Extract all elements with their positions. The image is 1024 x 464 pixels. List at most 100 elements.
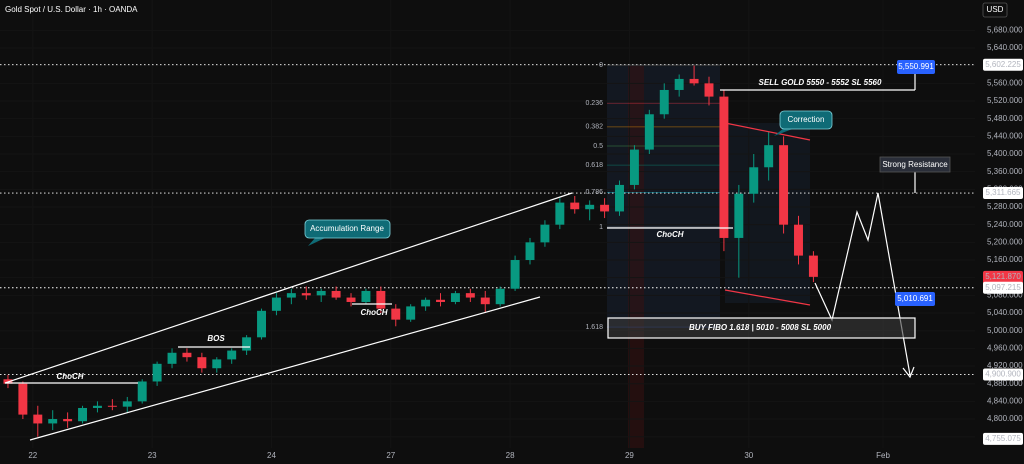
candle-body <box>555 202 565 225</box>
candle-body <box>406 306 416 320</box>
buy-label: BUY FIBO 1.618 | 5010 - 5008 SL 5000 <box>689 323 832 332</box>
candle-body <box>465 293 475 298</box>
candle-body <box>540 224 550 243</box>
candle-body <box>33 414 43 424</box>
candle-body <box>749 167 759 194</box>
y-tick-label: 4,840.000 <box>987 396 1023 405</box>
price-tag <box>983 187 1023 200</box>
x-tick-label: Feb <box>876 451 890 460</box>
candle-body <box>346 297 356 302</box>
candle-body <box>331 290 341 298</box>
candle-body <box>242 337 252 351</box>
candle-body <box>495 288 505 305</box>
y-tick-label: 4,960.000 <box>987 343 1023 352</box>
bos-label: BOS <box>207 334 225 343</box>
resistance-box <box>879 156 951 173</box>
candle-body <box>585 204 595 210</box>
resistance-label: Strong Resistance <box>882 160 948 169</box>
price-tag-label: 5,097.215 <box>985 283 1021 292</box>
choch-label: ChoCH <box>56 372 83 381</box>
y-tick-label: 5,640.000 <box>987 43 1023 52</box>
candle-body <box>674 78 684 90</box>
x-tick-label: 27 <box>386 451 395 460</box>
chart-title: Gold Spot / U.S. Dollar · 1h · OANDA <box>5 5 138 14</box>
y-tick-label: 4,880.000 <box>987 379 1023 388</box>
candles-layer <box>3 65 818 437</box>
channel-lower <box>29 296 541 441</box>
y-tick-label: 5,240.000 <box>987 220 1023 229</box>
y-tick-label: 5,400.000 <box>987 149 1023 158</box>
fib-label: 0.618 <box>585 162 603 169</box>
candle-body <box>779 145 789 225</box>
y-tick-label: 4,920.000 <box>987 361 1023 370</box>
x-tick-label: 29 <box>625 451 634 460</box>
fib-label: 0 <box>599 62 603 69</box>
candle-body <box>78 407 88 422</box>
correction-lower <box>724 289 811 306</box>
candle-body <box>436 299 445 302</box>
candle-body <box>421 299 431 307</box>
x-tick-label: 28 <box>506 451 515 460</box>
x-tick-label: 24 <box>267 451 276 460</box>
candle-body <box>107 405 117 407</box>
y-tick-label: 5,560.000 <box>987 78 1023 87</box>
price-tag-label: 5,311.665 <box>986 188 1022 197</box>
price-tag <box>983 58 1023 71</box>
price-tag-label: 4,755.075 <box>985 434 1021 443</box>
x-tick-label: 30 <box>744 451 753 460</box>
price-tag-label: 5,121.870 <box>985 272 1021 281</box>
candle-body <box>271 297 281 311</box>
candle-body <box>48 419 58 424</box>
candle-body <box>794 224 803 256</box>
candle-body <box>286 293 296 298</box>
currency-box <box>982 2 1008 18</box>
candle-body <box>227 350 237 360</box>
accumulation-box <box>304 219 391 239</box>
candle-body <box>644 114 654 150</box>
candle-body <box>376 290 386 309</box>
callout-pointer <box>774 128 795 136</box>
candle-body <box>257 310 266 338</box>
correction-box <box>779 110 833 130</box>
candle-body <box>182 352 192 358</box>
fib-label: 0.382 <box>585 124 603 131</box>
x-tick-label: 22 <box>28 451 37 460</box>
price-tag <box>983 281 1023 294</box>
y-tick-label: 5,000.000 <box>987 326 1023 335</box>
y-tick-label: 5,040.000 <box>987 308 1023 317</box>
candle-body <box>525 242 535 261</box>
candle-body <box>510 260 520 289</box>
correction-label: Correction <box>788 115 825 124</box>
candle-body <box>152 363 162 382</box>
candle-body <box>734 193 744 238</box>
candle-body <box>808 255 818 277</box>
choch-label: ChoCH <box>360 308 387 317</box>
candle-body <box>92 405 102 408</box>
candle-body <box>615 184 624 212</box>
candle-body <box>689 78 699 84</box>
currency: USD <box>987 5 1004 14</box>
price-tag-label: 5,602.225 <box>985 60 1021 69</box>
candle-body <box>391 308 401 320</box>
candle-body <box>137 381 147 402</box>
fib-label: 0.5 <box>593 143 603 150</box>
y-tick-label: 5,080.000 <box>987 290 1023 299</box>
y-tick-label: 5,360.000 <box>987 167 1023 176</box>
y-tick-label: 5,200.000 <box>987 237 1023 246</box>
projection-arrow <box>902 366 915 379</box>
candle-body <box>197 357 207 369</box>
sell-label: SELL GOLD 5550 - 5552 SL 5560 <box>759 78 882 87</box>
buy-tag-box <box>895 292 935 306</box>
y-tick-label: 5,480.000 <box>987 114 1023 123</box>
price-tag <box>983 432 1023 445</box>
candle-body <box>719 96 729 238</box>
candle-body <box>570 202 580 210</box>
fib-label: 0.236 <box>585 100 603 107</box>
candle-body <box>361 290 371 302</box>
candle-body <box>704 83 714 97</box>
candle-body <box>764 145 774 168</box>
y-tick-label: 5,680.000 <box>987 25 1023 34</box>
y-tick-label: 4,800.000 <box>987 414 1023 423</box>
